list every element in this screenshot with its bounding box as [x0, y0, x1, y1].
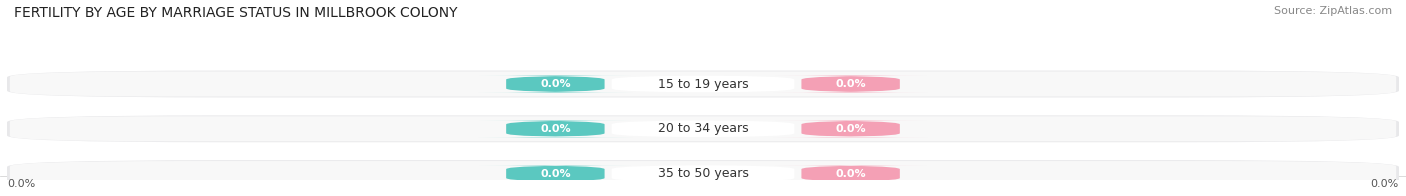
FancyBboxPatch shape [478, 75, 633, 93]
Text: 0.0%: 0.0% [1371, 179, 1399, 189]
FancyBboxPatch shape [7, 160, 1399, 187]
FancyBboxPatch shape [478, 120, 633, 137]
Text: Source: ZipAtlas.com: Source: ZipAtlas.com [1274, 6, 1392, 16]
Text: 0.0%: 0.0% [540, 169, 571, 179]
Text: 0.0%: 0.0% [540, 79, 571, 89]
Text: 20 to 34 years: 20 to 34 years [658, 122, 748, 135]
FancyBboxPatch shape [10, 161, 1396, 186]
Text: 0.0%: 0.0% [835, 169, 866, 179]
FancyBboxPatch shape [612, 120, 794, 137]
FancyBboxPatch shape [10, 72, 1396, 97]
Text: 35 to 50 years: 35 to 50 years [658, 167, 748, 180]
FancyBboxPatch shape [773, 120, 928, 137]
Text: 0.0%: 0.0% [7, 179, 35, 189]
Text: 0.0%: 0.0% [835, 124, 866, 134]
FancyBboxPatch shape [612, 75, 794, 93]
FancyBboxPatch shape [773, 165, 928, 182]
FancyBboxPatch shape [612, 165, 794, 182]
FancyBboxPatch shape [7, 115, 1399, 142]
FancyBboxPatch shape [10, 116, 1396, 141]
FancyBboxPatch shape [7, 71, 1399, 97]
Text: 15 to 19 years: 15 to 19 years [658, 77, 748, 91]
FancyBboxPatch shape [478, 165, 633, 182]
Text: 0.0%: 0.0% [835, 79, 866, 89]
FancyBboxPatch shape [773, 75, 928, 93]
Text: 0.0%: 0.0% [540, 124, 571, 134]
Text: FERTILITY BY AGE BY MARRIAGE STATUS IN MILLBROOK COLONY: FERTILITY BY AGE BY MARRIAGE STATUS IN M… [14, 6, 457, 20]
